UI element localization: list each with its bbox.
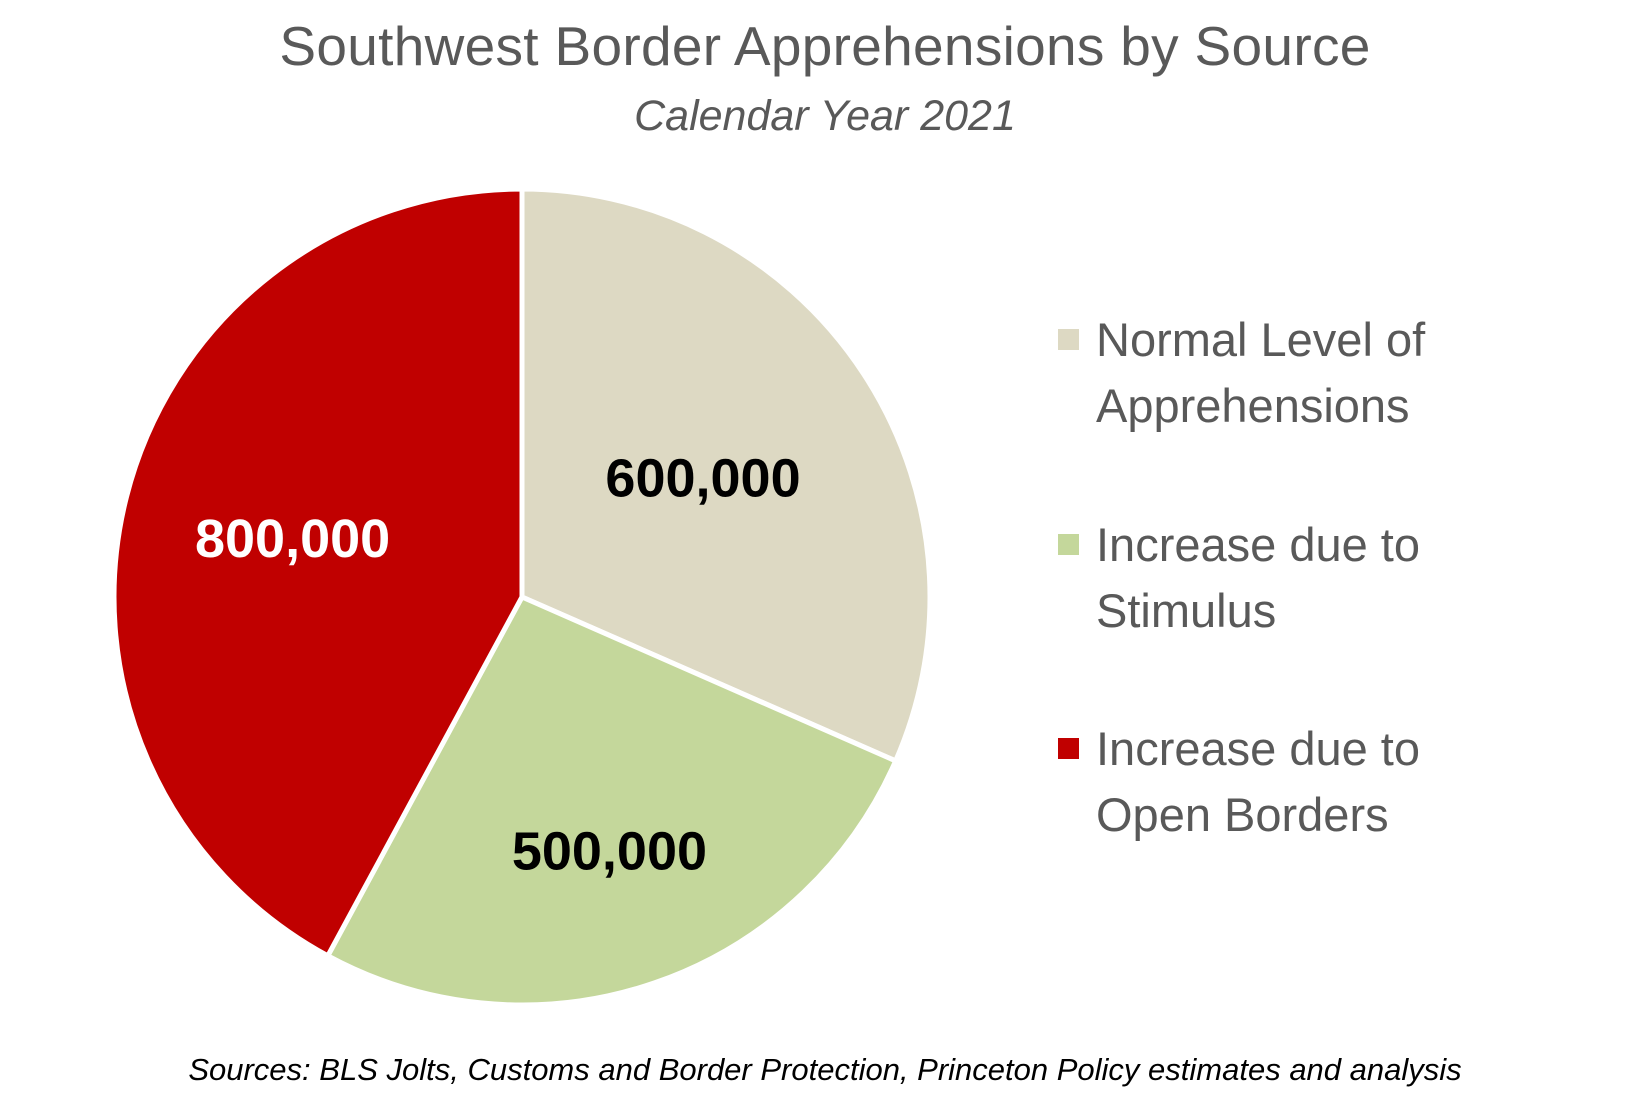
legend-label-line: Open Borders: [1096, 788, 1389, 841]
pie-slices: [111, 186, 933, 1008]
pie-slice-stimulus: [325, 594, 899, 1008]
legend-swatch-open-borders: [1058, 738, 1079, 759]
pie-slice-normal-level: [519, 186, 933, 764]
legend-label-line: Apprehensions: [1096, 379, 1410, 432]
legend-label-normal-level: Normal Level of Apprehensions: [1096, 307, 1596, 439]
legend-label-line: Stimulus: [1096, 584, 1277, 637]
data-label-stimulus: 500,000: [512, 822, 707, 882]
legend-swatch-normal-level: [1058, 329, 1079, 350]
legend-swatch-stimulus: [1058, 534, 1079, 555]
legend-label-open-borders: Increase due to Open Borders: [1096, 716, 1596, 848]
legend-label-line: Increase due to: [1096, 518, 1420, 571]
legend-label-stimulus: Increase due to Stimulus: [1096, 512, 1596, 644]
data-label-normal-level: 600,000: [605, 449, 800, 509]
data-label-open-borders: 800,000: [195, 509, 390, 569]
chart-title: Southwest Border Apprehensions by Source: [279, 15, 1371, 77]
legend-label-line: Normal Level of: [1096, 313, 1426, 366]
pie-slice-open-borders: [111, 186, 525, 959]
chart-source-note: Sources: BLS Jolts, Customs and Border P…: [188, 1052, 1462, 1087]
pie-data-labels: 600,000 500,000 800,000: [195, 449, 801, 882]
legend-label-line: Increase due to: [1096, 722, 1420, 775]
chart-subtitle: Calendar Year 2021: [634, 92, 1016, 140]
